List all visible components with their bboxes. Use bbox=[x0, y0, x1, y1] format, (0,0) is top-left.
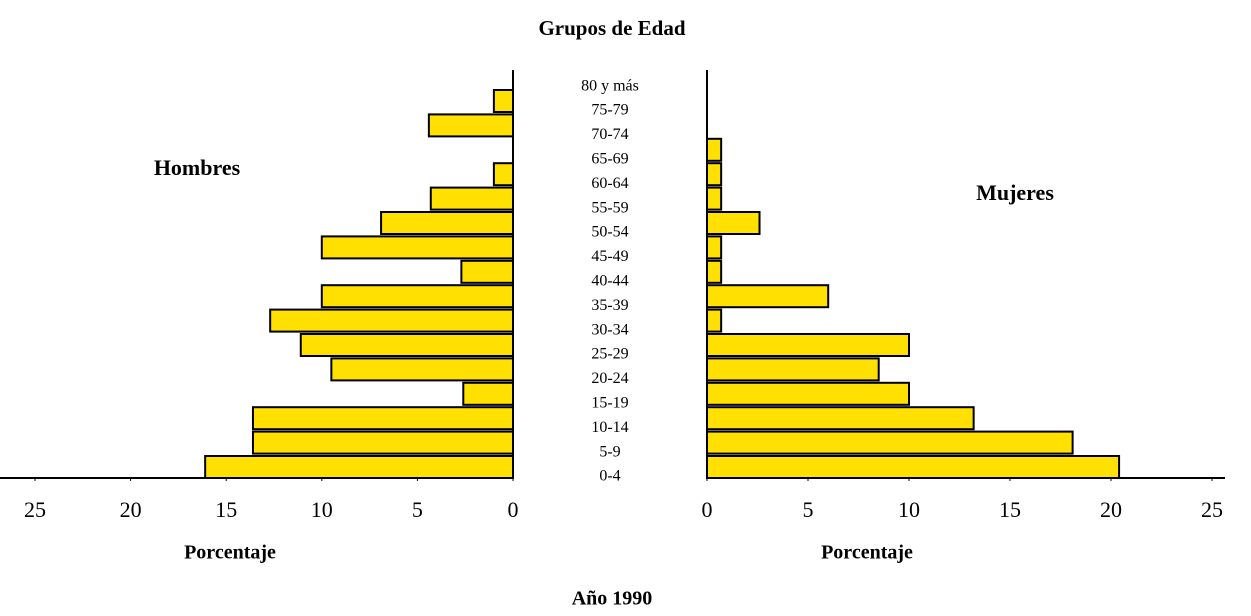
bar bbox=[204, 455, 514, 479]
bar bbox=[429, 186, 514, 211]
bar bbox=[492, 162, 515, 187]
bar bbox=[251, 406, 515, 431]
bar bbox=[706, 259, 723, 284]
bar bbox=[380, 211, 514, 235]
x-tick-label: 10 bbox=[898, 497, 920, 522]
legend-label: Hombres bbox=[154, 155, 241, 180]
category-label: 80 y más bbox=[581, 77, 639, 94]
category-label: 25-29 bbox=[591, 346, 628, 363]
category-label: 60-64 bbox=[591, 175, 628, 192]
caption: Año 1990 bbox=[572, 588, 653, 610]
bar bbox=[706, 162, 723, 187]
bar bbox=[706, 381, 910, 406]
x-tick-label: 10 bbox=[311, 497, 333, 522]
x-tick-label: 0 bbox=[702, 497, 713, 522]
bar bbox=[706, 357, 880, 382]
x-tick-label: 0 bbox=[508, 497, 519, 522]
bar bbox=[460, 259, 515, 284]
bar bbox=[706, 455, 1121, 479]
x-tick-label: 20 bbox=[120, 497, 142, 522]
bar bbox=[269, 308, 514, 333]
bar bbox=[299, 333, 514, 357]
category-label: 30-34 bbox=[591, 321, 628, 338]
bar bbox=[492, 89, 515, 113]
category-label: 70-74 bbox=[591, 126, 628, 143]
bar bbox=[706, 308, 723, 333]
category-label: 40-44 bbox=[591, 272, 628, 289]
bar bbox=[427, 113, 515, 138]
x-tick-label: 5 bbox=[803, 497, 814, 522]
bar bbox=[706, 284, 830, 309]
category-label: 15-19 bbox=[591, 394, 628, 411]
bar bbox=[320, 284, 514, 309]
x-tick-label: 15 bbox=[999, 497, 1021, 522]
chart-title: Grupos de Edad bbox=[538, 16, 685, 40]
x-tick-label: 20 bbox=[1100, 497, 1122, 522]
category-label: 20-24 bbox=[591, 370, 628, 387]
category-label: 65-69 bbox=[591, 150, 628, 167]
bar bbox=[462, 381, 514, 406]
bar bbox=[706, 211, 761, 235]
bar bbox=[706, 430, 1074, 455]
category-label: 45-49 bbox=[591, 248, 628, 265]
category-label: 5-9 bbox=[599, 443, 620, 460]
category-label: 55-59 bbox=[591, 199, 628, 216]
legend-label: Mujeres bbox=[976, 180, 1054, 205]
bar bbox=[706, 333, 910, 357]
bar bbox=[320, 235, 514, 260]
x-tick-label: 25 bbox=[24, 497, 46, 522]
x-tick-label: 5 bbox=[412, 497, 423, 522]
bar bbox=[706, 235, 723, 260]
bar bbox=[330, 357, 514, 382]
x-tick-label: 25 bbox=[1201, 497, 1223, 522]
category-label: 50-54 bbox=[591, 224, 628, 241]
bar bbox=[706, 406, 975, 431]
category-label: 35-39 bbox=[591, 297, 628, 314]
category-label: 10-14 bbox=[591, 419, 628, 436]
bar bbox=[706, 137, 723, 162]
x-axis-label: Porcentaje bbox=[821, 542, 913, 564]
bar bbox=[251, 430, 515, 455]
x-axis-label: Porcentaje bbox=[184, 542, 276, 564]
category-label: 75-79 bbox=[591, 102, 628, 119]
category-label: 0-4 bbox=[599, 468, 620, 485]
bar bbox=[706, 186, 723, 211]
x-tick-label: 15 bbox=[215, 497, 237, 522]
